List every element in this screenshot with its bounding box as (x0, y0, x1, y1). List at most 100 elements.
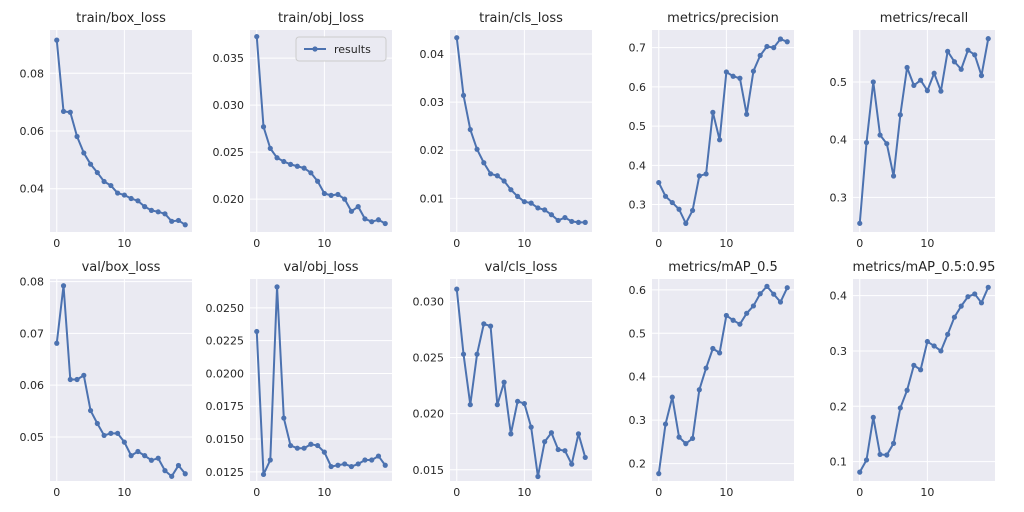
data-point (481, 160, 487, 166)
x-tick-label: 10 (517, 237, 531, 250)
data-point (575, 219, 582, 225)
data-point (985, 36, 991, 42)
data-point (689, 207, 696, 214)
y-tick-label: 0.0225 (206, 335, 245, 348)
data-point (115, 430, 121, 436)
data-point (281, 415, 287, 421)
data-point (569, 461, 575, 467)
data-point (467, 402, 473, 408)
y-tick-label: 0.08 (20, 276, 45, 289)
data-point (474, 146, 480, 152)
data-point (717, 137, 723, 143)
data-point (355, 204, 361, 210)
data-point (287, 442, 294, 449)
x-tick-label: 10 (517, 486, 531, 499)
data-point (481, 321, 487, 327)
data-point (315, 442, 321, 449)
data-point (730, 317, 736, 323)
data-point (60, 108, 67, 114)
data-point (521, 400, 527, 407)
data-point (951, 59, 958, 65)
data-point (877, 132, 883, 138)
data-point (108, 430, 114, 436)
data-point (958, 303, 964, 309)
data-point (308, 441, 314, 447)
data-point (128, 195, 134, 202)
data-point (87, 407, 94, 414)
data-point (501, 178, 507, 184)
data-point (717, 350, 723, 356)
data-point (494, 402, 500, 408)
data-point (328, 192, 334, 198)
data-point (281, 158, 287, 165)
data-point (710, 109, 716, 115)
x-tick-label: 10 (117, 486, 131, 499)
x-tick-label: 10 (920, 486, 934, 499)
data-point (474, 351, 480, 357)
y-tick-label: 0.3 (629, 199, 647, 212)
panel-title: metrics/mAP_0.5:0.95 (853, 260, 996, 275)
data-point (81, 372, 87, 378)
data-point (582, 219, 588, 225)
x-tick-label: 0 (53, 486, 60, 499)
data-point (676, 206, 682, 212)
data-point (890, 440, 897, 446)
panel-title: metrics/precision (667, 11, 779, 26)
data-point (467, 126, 473, 133)
data-point (375, 453, 382, 459)
data-point (723, 69, 729, 75)
data-point (683, 220, 689, 226)
y-tick-label: 0.06 (20, 125, 45, 138)
data-point (884, 452, 890, 458)
data-point (515, 193, 521, 200)
y-tick-label: 0.0150 (206, 433, 245, 446)
y-tick-label: 0.5 (830, 76, 848, 89)
panel-val-obj-loss: val/obj_loss 0.0125 0.0150 0.0175 0.0200 0.02… (206, 260, 392, 499)
y-tick-label: 0.020 (413, 408, 445, 421)
y-tick-label: 0.5 (629, 120, 647, 133)
data-point (978, 72, 985, 79)
data-point (890, 173, 897, 179)
data-point (362, 216, 368, 222)
data-point (555, 446, 561, 453)
data-point (162, 211, 168, 217)
y-tick-label: 0.4 (830, 134, 848, 147)
data-point (508, 187, 514, 193)
y-tick-label: 0.7 (629, 42, 647, 55)
data-point (911, 362, 917, 368)
data-point (67, 109, 73, 115)
data-point (67, 376, 73, 383)
data-point (676, 434, 682, 440)
legend: results (295, 36, 387, 62)
data-point (972, 291, 978, 297)
data-point (342, 196, 348, 202)
data-point (362, 457, 368, 463)
data-point (744, 310, 750, 316)
data-point (382, 220, 388, 227)
data-point (169, 473, 175, 479)
y-tick-label: 0.025 (213, 146, 245, 159)
data-point (662, 193, 669, 199)
data-point (108, 182, 114, 189)
panel-metrics-precision: metrics/precision 0.3 0.4 0.5 0.6 0.7 0 10 (629, 11, 794, 250)
x-tick-label: 0 (53, 237, 60, 250)
data-point (169, 218, 175, 224)
y-tick-label: 0.3 (830, 191, 848, 204)
y-tick-label: 0.6 (629, 284, 647, 297)
y-tick-label: 0.08 (20, 67, 45, 80)
data-point (696, 173, 702, 179)
data-point (703, 171, 709, 177)
data-point (175, 462, 182, 469)
data-point (267, 457, 273, 463)
y-tick-label: 0.0200 (206, 367, 245, 380)
data-point (501, 379, 507, 385)
plot-area (450, 279, 592, 481)
data-point (454, 286, 460, 292)
plot-area (250, 30, 392, 232)
x-tick-label: 10 (719, 237, 733, 250)
panel-title: train/obj_loss (278, 11, 364, 26)
data-point (669, 394, 675, 400)
x-tick-label: 10 (719, 486, 733, 499)
y-tick-label: 0.1 (830, 456, 848, 469)
data-point (382, 462, 388, 468)
